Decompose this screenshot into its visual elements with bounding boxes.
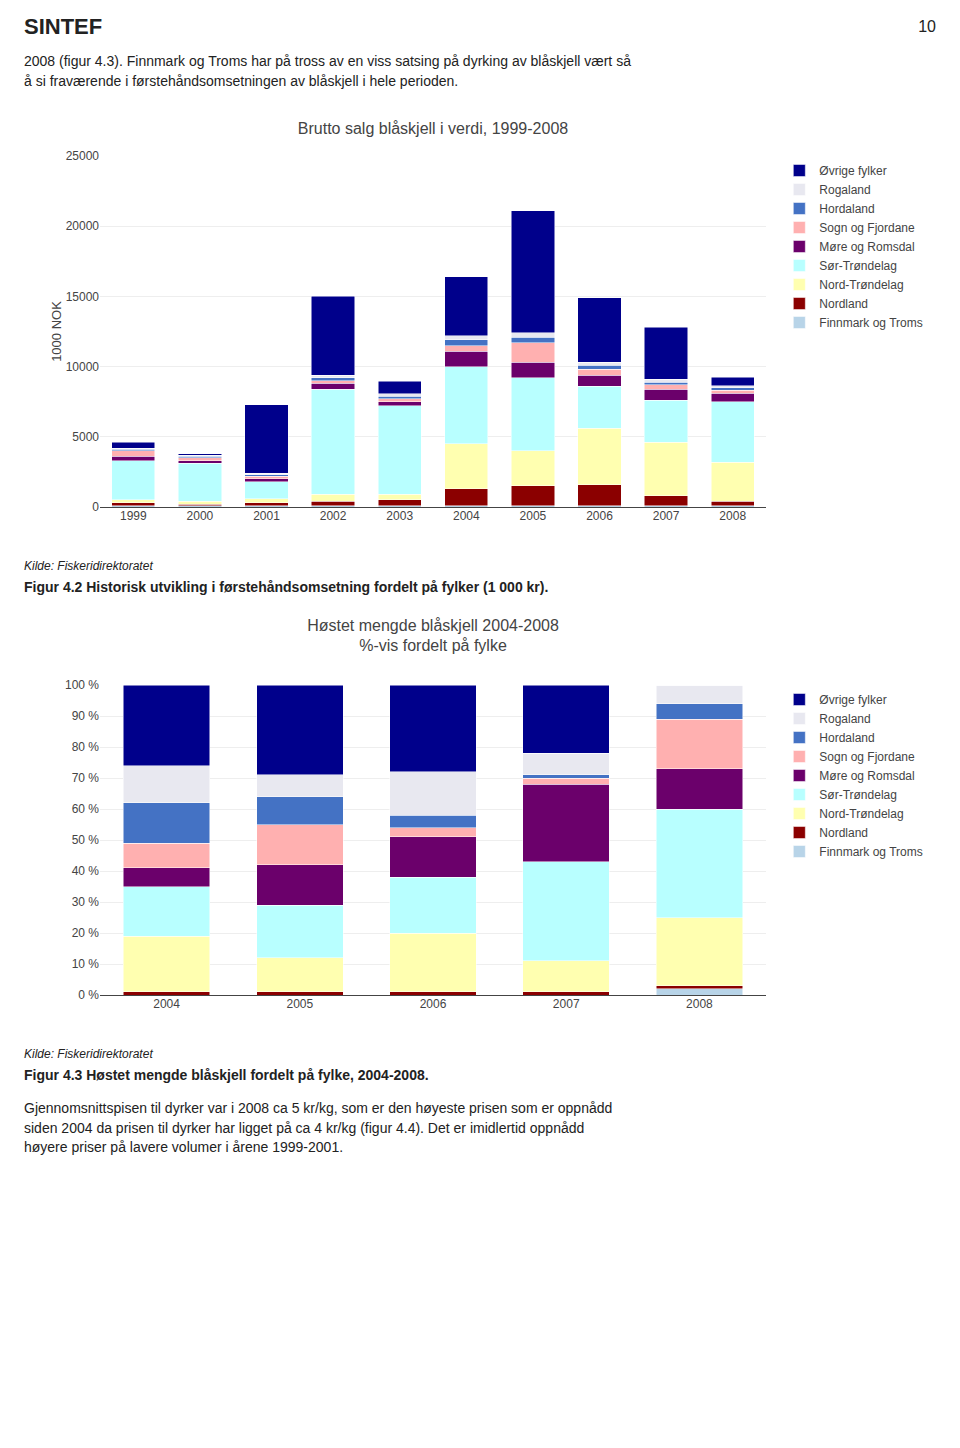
svg-text:Sogn og Fjordane: Sogn og Fjordane	[819, 750, 915, 764]
svg-text:0: 0	[92, 500, 99, 514]
svg-text:2004: 2004	[153, 997, 180, 1011]
svg-text:5000: 5000	[72, 430, 99, 444]
html-text:Kilde: Fiskeridirektoratet: Kilde: Fiskeridirektoratet	[24, 1047, 153, 1062]
svg-text:2002: 2002	[320, 509, 347, 523]
html-text:10: 10	[918, 18, 936, 35]
svg-text:50 %: 50 %	[72, 833, 100, 847]
svg-text:15000: 15000	[66, 290, 100, 304]
svg-text:2005: 2005	[520, 509, 547, 523]
svg-text:20000: 20000	[66, 220, 100, 234]
svg-text:1999: 1999	[120, 509, 147, 523]
svg-text:2005: 2005	[286, 997, 313, 1011]
svg-text:Brutto salg blåskjell i verdi,: Brutto salg blåskjell i verdi, 1999-2008	[298, 120, 568, 137]
svg-text:Nordland: Nordland	[819, 297, 868, 311]
svg-text:2001: 2001	[253, 509, 280, 523]
svg-text:100 %: 100 %	[65, 678, 99, 692]
html-text:Gjennomsnittspisen til dyrker: Gjennomsnittspisen til dyrker var i 2008…	[24, 1100, 613, 1156]
svg-text:2006: 2006	[586, 509, 613, 523]
html-text:Figur 4.3 Høstet mengde blåskj: Figur 4.3 Høstet mengde blåskjell fordel…	[24, 1067, 429, 1084]
svg-text:Møre og Romsdal: Møre og Romsdal	[819, 769, 914, 783]
svg-text:1000 NOK: 1000 NOK	[49, 301, 64, 362]
svg-text:60 %: 60 %	[72, 802, 100, 816]
svg-text:Øvrige fylker: Øvrige fylker	[819, 693, 886, 707]
svg-text:70 %: 70 %	[72, 771, 100, 785]
svg-text:Rogaland: Rogaland	[819, 712, 870, 726]
svg-text:40 %: 40 %	[72, 864, 100, 878]
html-text:2008 (figur 4.3). Finnmark og: 2008 (figur 4.3). Finnmark og Troms har …	[24, 53, 631, 89]
svg-text:Nord-Trøndelag: Nord-Trøndelag	[819, 278, 903, 292]
svg-text:2004: 2004	[453, 509, 480, 523]
svg-text:20 %: 20 %	[72, 926, 100, 940]
svg-text:2008: 2008	[686, 997, 713, 1011]
svg-text:Sogn og Fjordane: Sogn og Fjordane	[819, 221, 915, 235]
svg-text:2007: 2007	[553, 997, 580, 1011]
svg-text:80 %: 80 %	[72, 740, 100, 754]
svg-text:25000: 25000	[66, 149, 100, 163]
svg-text:2006: 2006	[420, 997, 447, 1011]
svg-text:2003: 2003	[386, 509, 413, 523]
html-text:SINTEF: SINTEF	[24, 14, 103, 39]
svg-text:2008: 2008	[719, 509, 746, 523]
html-text:Kilde: Fiskeridirektoratet: Kilde: Fiskeridirektoratet	[24, 559, 153, 574]
svg-text:Sør-Trøndelag: Sør-Trøndelag	[819, 259, 897, 273]
svg-text:Rogaland: Rogaland	[819, 183, 870, 197]
svg-text:Sør-Trøndelag: Sør-Trøndelag	[819, 788, 897, 802]
svg-text:30 %: 30 %	[72, 895, 100, 909]
svg-text:Nord-Trøndelag: Nord-Trøndelag	[819, 807, 903, 821]
svg-text:90 %: 90 %	[72, 709, 100, 723]
svg-text:Hordaland: Hordaland	[819, 202, 874, 216]
svg-text:2007: 2007	[653, 509, 680, 523]
svg-text:Øvrige fylker: Øvrige fylker	[819, 164, 886, 178]
svg-text:Hordaland: Hordaland	[819, 731, 874, 745]
svg-text:10000: 10000	[66, 360, 100, 374]
svg-text:Finnmark og Troms: Finnmark og Troms	[819, 316, 922, 330]
svg-text:2000: 2000	[187, 509, 214, 523]
svg-text:Møre og Romsdal: Møre og Romsdal	[819, 240, 914, 254]
svg-text:Høstet mengde blåskjell 2004-2: Høstet mengde blåskjell 2004-2008%-vis f…	[307, 617, 559, 655]
svg-text:Finnmark og Troms: Finnmark og Troms	[819, 845, 922, 859]
html-text:Figur 4.2 Historisk utvikling: Figur 4.2 Historisk utvikling i førstehå…	[24, 579, 549, 596]
svg-text:Nordland: Nordland	[819, 826, 868, 840]
svg-text:0 %: 0 %	[78, 988, 99, 1002]
svg-text:10 %: 10 %	[72, 957, 100, 971]
